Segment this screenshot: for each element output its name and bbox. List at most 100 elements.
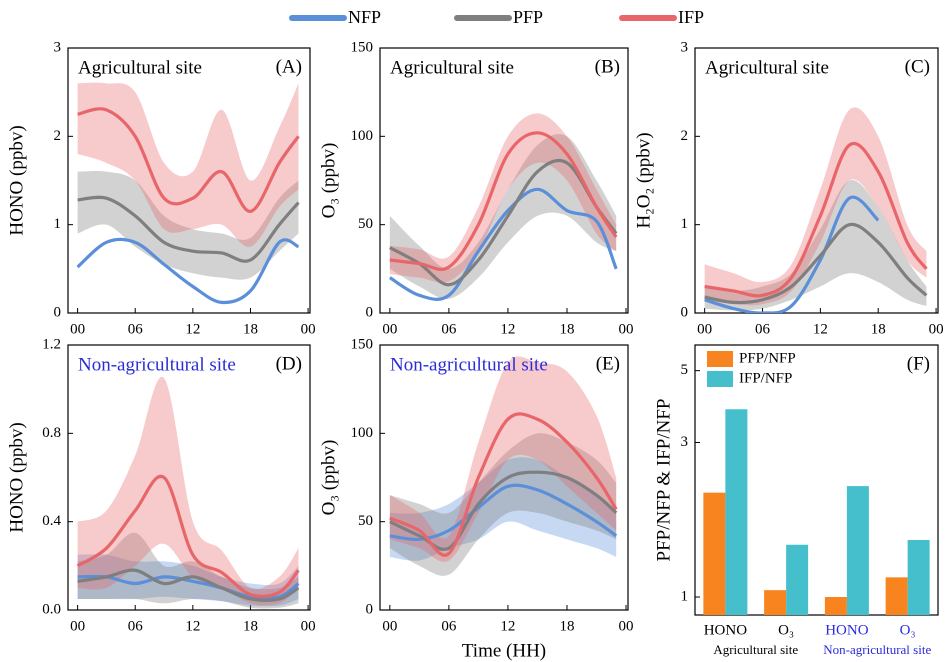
plot-frame <box>694 47 939 314</box>
y-tick-label: 0 <box>681 304 689 320</box>
range-band <box>389 356 617 562</box>
panel-label: (E) <box>596 353 620 374</box>
x-tick-label: 00 <box>619 618 634 634</box>
bar <box>703 492 726 615</box>
x-tick-label: 00 <box>929 321 944 337</box>
range-band <box>77 171 299 280</box>
bar <box>846 486 869 615</box>
legend-label: IFP/NFP <box>739 370 792 386</box>
y-axis-label: HONO (ppbv) <box>6 422 27 532</box>
x-axis-label: Time (HH) <box>462 640 546 661</box>
x-tick-label: 12 <box>813 321 828 337</box>
x-tick-label: 00 <box>382 618 397 634</box>
panel-label: (A) <box>276 56 302 77</box>
bar <box>824 597 847 615</box>
x-tick-label: 18 <box>871 321 886 337</box>
legend-label: IFP <box>678 7 704 27</box>
x-tick-label: 00 <box>301 618 316 634</box>
marks <box>76 82 300 305</box>
series-line <box>388 187 618 301</box>
series-line <box>389 131 618 272</box>
series-line <box>704 141 928 298</box>
y-tick-label: 0.0 <box>42 601 61 617</box>
y-tick-label: 3 <box>54 39 62 55</box>
plot-frame <box>67 47 311 314</box>
x-tick-label: 00 <box>70 321 85 337</box>
y-tick-label: 0 <box>366 601 374 617</box>
panel: (C)H₂O₂ (ppbv)00 06 12 18 000123Agricultural… <box>633 39 943 337</box>
series-line <box>77 107 300 214</box>
annotation: Non-agricultural site <box>78 354 236 375</box>
bar <box>725 409 748 615</box>
y-tick-label: 150 <box>351 39 374 55</box>
series-line <box>77 195 300 263</box>
series-line <box>704 195 880 313</box>
panel-label: (B) <box>595 56 620 77</box>
y-tick-label: 100 <box>351 425 374 441</box>
x-tick-label: 06 <box>441 321 457 337</box>
panel-label: (D) <box>276 353 302 374</box>
series-line <box>77 574 300 600</box>
panel: (D) HONO (ppbv) 00 06 12 18 00 0.0 0.4 0.8 1.2 Non-… <box>6 336 315 634</box>
bar <box>907 539 930 615</box>
x-tick-label: 12 <box>500 321 515 337</box>
marks <box>389 356 618 576</box>
y-axis-label: O₃ (ppbv) <box>318 440 339 516</box>
annotation: Agricultural site <box>390 57 514 78</box>
x-tick-label: 18 <box>243 321 258 337</box>
panel-label: (F) <box>907 353 930 374</box>
x-tick-label: 00 <box>382 321 397 337</box>
y-tick-label: 3 <box>681 434 689 450</box>
range-band <box>77 376 299 606</box>
y-tick-label: 0.4 <box>42 513 61 529</box>
legend-label: NFP <box>348 7 381 27</box>
y-tick-label: 0 <box>54 304 62 320</box>
x-tick-label: 18 <box>243 618 258 634</box>
legend-label: PFP <box>513 7 543 27</box>
range-band <box>389 113 617 283</box>
y-tick-label: 2 <box>54 128 62 144</box>
y-axis-label: O₃ (ppbv) <box>318 143 339 219</box>
x-tick-label: 00 <box>697 321 712 337</box>
x-tick-label: 06 <box>128 321 144 337</box>
annotation: Non-agricultural site <box>390 354 548 375</box>
group-label: Non-agricultural site <box>823 642 931 657</box>
y-tick-label: 100 <box>351 128 374 144</box>
plot-frame <box>379 344 629 611</box>
y-tick-label: 1 <box>681 216 689 232</box>
x-tick-label: 12 <box>185 618 200 634</box>
bar <box>764 590 787 615</box>
panel: (F) PFP/NFP & IFP/NFP 1 3 5 HONO O₃ HONO O₃ Agric… <box>653 344 939 657</box>
range-band <box>389 433 617 576</box>
marks <box>76 376 300 609</box>
plot-frame <box>67 344 311 611</box>
y-tick-label: 150 <box>351 336 374 352</box>
panel: (E)O₃ (ppbv)Time (HH)00 06 12 18 00050100150… <box>318 336 633 661</box>
x-tick-label: 06 <box>441 618 457 634</box>
y-tick-label: 0 <box>366 304 374 320</box>
y-tick-label: 1 <box>54 216 62 232</box>
x-tick-label: 00 <box>70 618 85 634</box>
x-tick-label: 00 <box>619 321 634 337</box>
range-band <box>389 457 617 561</box>
plot-frame <box>379 47 629 314</box>
x-tick-label: 18 <box>559 618 574 634</box>
x-tick-label: O₃ <box>778 622 794 638</box>
y-tick-label: 1.2 <box>42 336 61 352</box>
panel-label: (C) <box>905 56 930 77</box>
y-tick-label: 50 <box>358 513 373 529</box>
bar <box>786 544 809 615</box>
y-tick-label: 2 <box>681 128 689 144</box>
series-line <box>76 237 300 305</box>
group-label: Agricultural site <box>713 642 798 657</box>
y-tick-label: 3 <box>681 39 689 55</box>
series-line <box>704 222 928 305</box>
x-tick-label: HONO <box>825 622 868 638</box>
x-tick-label: HONO <box>704 622 747 638</box>
y-axis-label: PFP/NFP & IFP/NFP <box>653 398 674 561</box>
panel: (B)O₃ (ppbv)00 06 12 18 00050100150Agricultu… <box>318 39 633 337</box>
y-tick-label: 5 <box>681 362 689 378</box>
y-axis-label: HONO (ppbv) <box>6 125 27 235</box>
series-line <box>389 412 618 557</box>
plot-frame <box>694 344 939 616</box>
